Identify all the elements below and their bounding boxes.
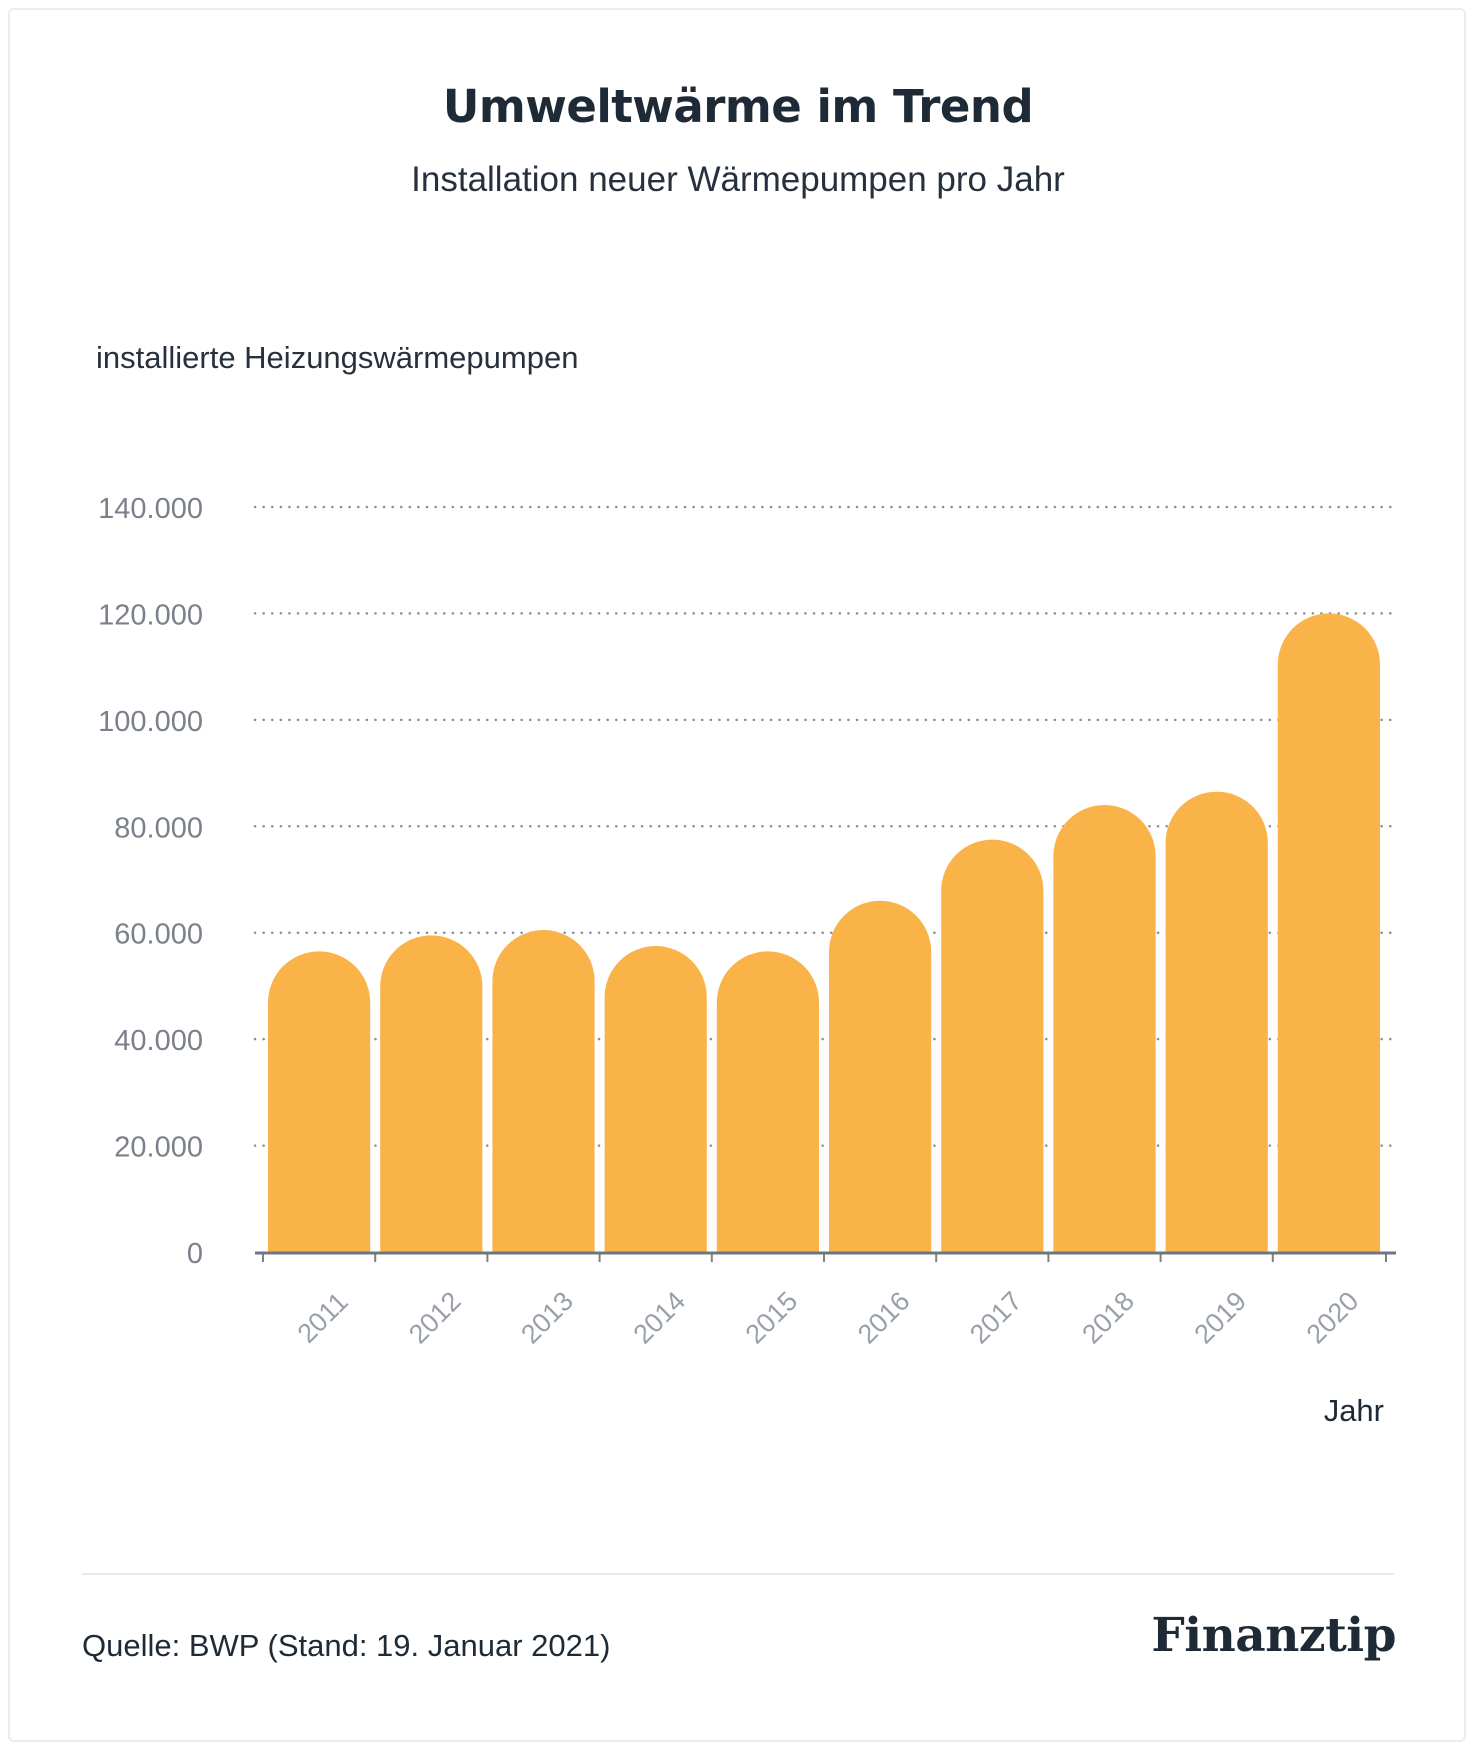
bar-2015	[716, 951, 819, 1252]
source-note: Quelle: BWP (Stand: 19. Januar 2021)	[82, 1628, 611, 1663]
y-tick-label: 40.000	[114, 1025, 203, 1057]
chart-title: Umweltwärme im Trend	[442, 80, 1034, 133]
y-tick-label: 20.000	[114, 1132, 203, 1164]
finanztip-logo: Finanztip	[1151, 1608, 1396, 1663]
y-tick-label: 120.000	[98, 599, 203, 631]
x-tick-label: 2019	[1188, 1286, 1252, 1350]
x-tick-label: 2017	[964, 1286, 1028, 1350]
bar-chart: 0 20.000 40.000 60.000 80.000 100.000 120.000 1…	[98, 493, 1398, 1350]
x-tick-label: 2012	[403, 1286, 467, 1350]
x-tick-label: 2013	[515, 1286, 579, 1350]
chart-subtitle: Installation neuer Wärmepumpen pro Jahr	[411, 160, 1065, 199]
x-tick-label: 2020	[1301, 1286, 1365, 1350]
y-axis-label: installierte Heizungswärmepumpen	[96, 340, 579, 375]
y-tick-label: 80.000	[114, 812, 203, 844]
bar-2014	[604, 946, 707, 1252]
bar-2016	[829, 900, 932, 1252]
x-tick-label: 2014	[627, 1286, 691, 1350]
footer-divider	[82, 1573, 1394, 1575]
y-tick-label: 100.000	[98, 706, 203, 738]
bar-2019	[1165, 791, 1268, 1252]
x-tick-label: 2015	[740, 1286, 804, 1350]
bar-2018	[1053, 804, 1156, 1252]
x-axis-label: Jahr	[1323, 1393, 1384, 1428]
bar-2020	[1277, 613, 1380, 1252]
bar-2013	[492, 930, 595, 1252]
x-tick-label: 2018	[1076, 1286, 1140, 1350]
y-tick-label: 0	[187, 1238, 203, 1270]
x-tick-label: 2011	[292, 1287, 354, 1349]
y-tick-label: 60.000	[114, 919, 203, 951]
y-tick-label: 140.000	[98, 493, 203, 525]
bar-2012	[380, 935, 483, 1252]
bar-2011	[268, 951, 371, 1252]
x-tick-label: 2016	[852, 1286, 916, 1350]
bar-2017	[941, 839, 1044, 1252]
